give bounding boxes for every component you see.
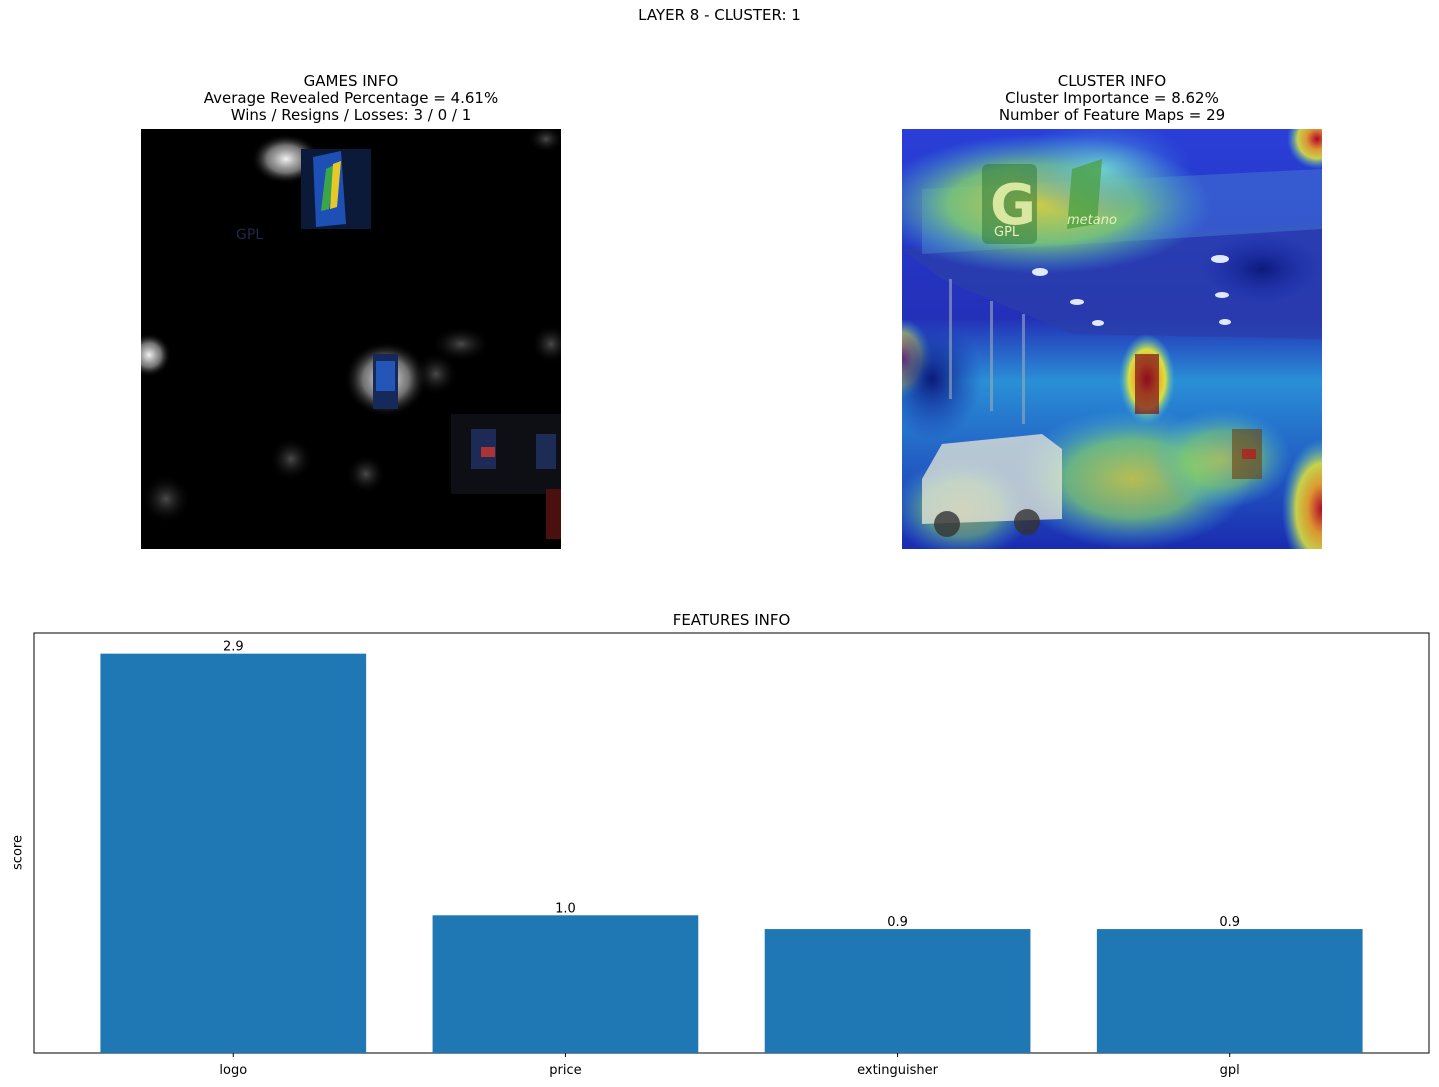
wins-resigns-losses: Wins / Resigns / Losses: 3 / 0 / 1 <box>230 106 472 124</box>
bar-gpl <box>1096 929 1363 1053</box>
x-tick-label-gpl: gpl <box>1220 1063 1240 1078</box>
gpl-text-faded: GPL <box>236 227 263 243</box>
cluster-info-title: CLUSTER INFO <box>1057 72 1167 90</box>
bar-extinguisher <box>764 929 1031 1053</box>
bar-value-label-price: 1.0 <box>555 901 576 916</box>
bar-logo <box>100 653 367 1053</box>
sign-text-metano: metano <box>1067 213 1117 228</box>
bar-price <box>432 915 699 1053</box>
bar-value-label-logo: 2.9 <box>223 640 244 655</box>
x-tick-label-extinguisher: extinguisher <box>857 1063 939 1078</box>
plot-frame <box>33 632 1430 1054</box>
x-tick-label-price: price <box>549 1063 581 1078</box>
bars-layer: 2.9 logo 1.0 price 0.9 extinguisher 0.9 gpl <box>100 640 1363 1078</box>
chart-title: FEATURES INFO <box>672 611 791 629</box>
bar-value-label-gpl: 0.9 <box>1219 915 1240 930</box>
cluster-importance: Cluster Importance = 8.62% <box>1005 89 1219 107</box>
cluster-info-title-block: CLUSTER INFO Cluster Importance = 8.62% … <box>902 73 1322 124</box>
average-revealed-percentage: Average Revealed Percentage = 4.61% <box>203 89 499 107</box>
cluster-heatmap-image: G GPL metano <box>902 129 1322 549</box>
sign-letter-g: G <box>990 173 1036 238</box>
bar-value-label-extinguisher: 0.9 <box>887 915 908 930</box>
revealed-image: GPL <box>141 129 561 549</box>
games-info-title: GAMES INFO <box>303 72 399 90</box>
number-of-feature-maps: Number of Feature Maps = 29 <box>998 106 1226 124</box>
games-info-title-block: GAMES INFO Average Revealed Percentage =… <box>141 73 561 124</box>
x-tick-label-logo: logo <box>219 1063 247 1078</box>
figure-suptitle: LAYER 8 - CLUSTER: 1 <box>638 6 801 24</box>
sign-text-gpl: GPL <box>994 225 1020 240</box>
